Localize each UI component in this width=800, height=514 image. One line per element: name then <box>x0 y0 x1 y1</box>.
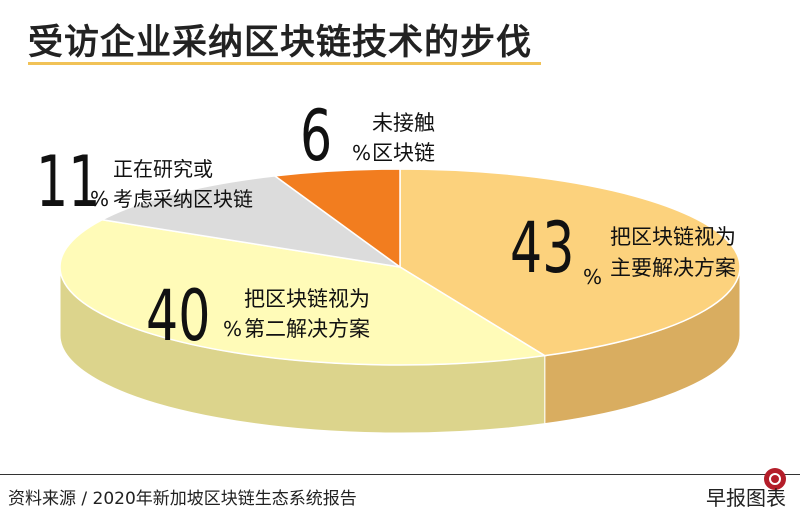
brand-logo-icon <box>764 468 786 490</box>
slice-label-line: 正在研究或 <box>113 157 213 181</box>
slice-label-line: 把区块链视为 <box>610 225 736 249</box>
percent-value: 6 <box>300 95 332 177</box>
slice-label-line: 考虑采纳区块链 <box>113 187 253 211</box>
slice-label-line: 区块链 <box>372 141 435 165</box>
slice-label-line: 把区块链视为 <box>244 287 370 311</box>
title-underline <box>28 62 541 65</box>
slice-label-line: 第二解决方案 <box>244 317 370 341</box>
slice-second <box>59 219 547 366</box>
slice-notouch <box>272 168 401 269</box>
slice-main <box>399 168 741 357</box>
percent-sign: % <box>223 317 242 341</box>
footer-divider <box>0 474 800 475</box>
brand-name: 早报图表 <box>706 486 786 510</box>
percent-sign: % <box>90 187 109 211</box>
slice-research <box>99 175 401 268</box>
percent-value: 11 <box>36 141 100 223</box>
percent-value: 40 <box>146 275 210 357</box>
percent-sign: % <box>352 141 371 165</box>
chart-title: 受访企业采纳区块链技术的步伐 <box>28 23 533 63</box>
slice-label-line: 主要解决方案 <box>610 256 736 280</box>
pie-slices <box>59 168 741 366</box>
percent-sign: % <box>583 265 602 289</box>
slice-label-line: 未接触 <box>372 111 435 135</box>
source-note: 资料来源 / 2020年新加坡区块链生态系统报告 <box>8 489 357 509</box>
percent-value: 43 <box>510 207 574 289</box>
